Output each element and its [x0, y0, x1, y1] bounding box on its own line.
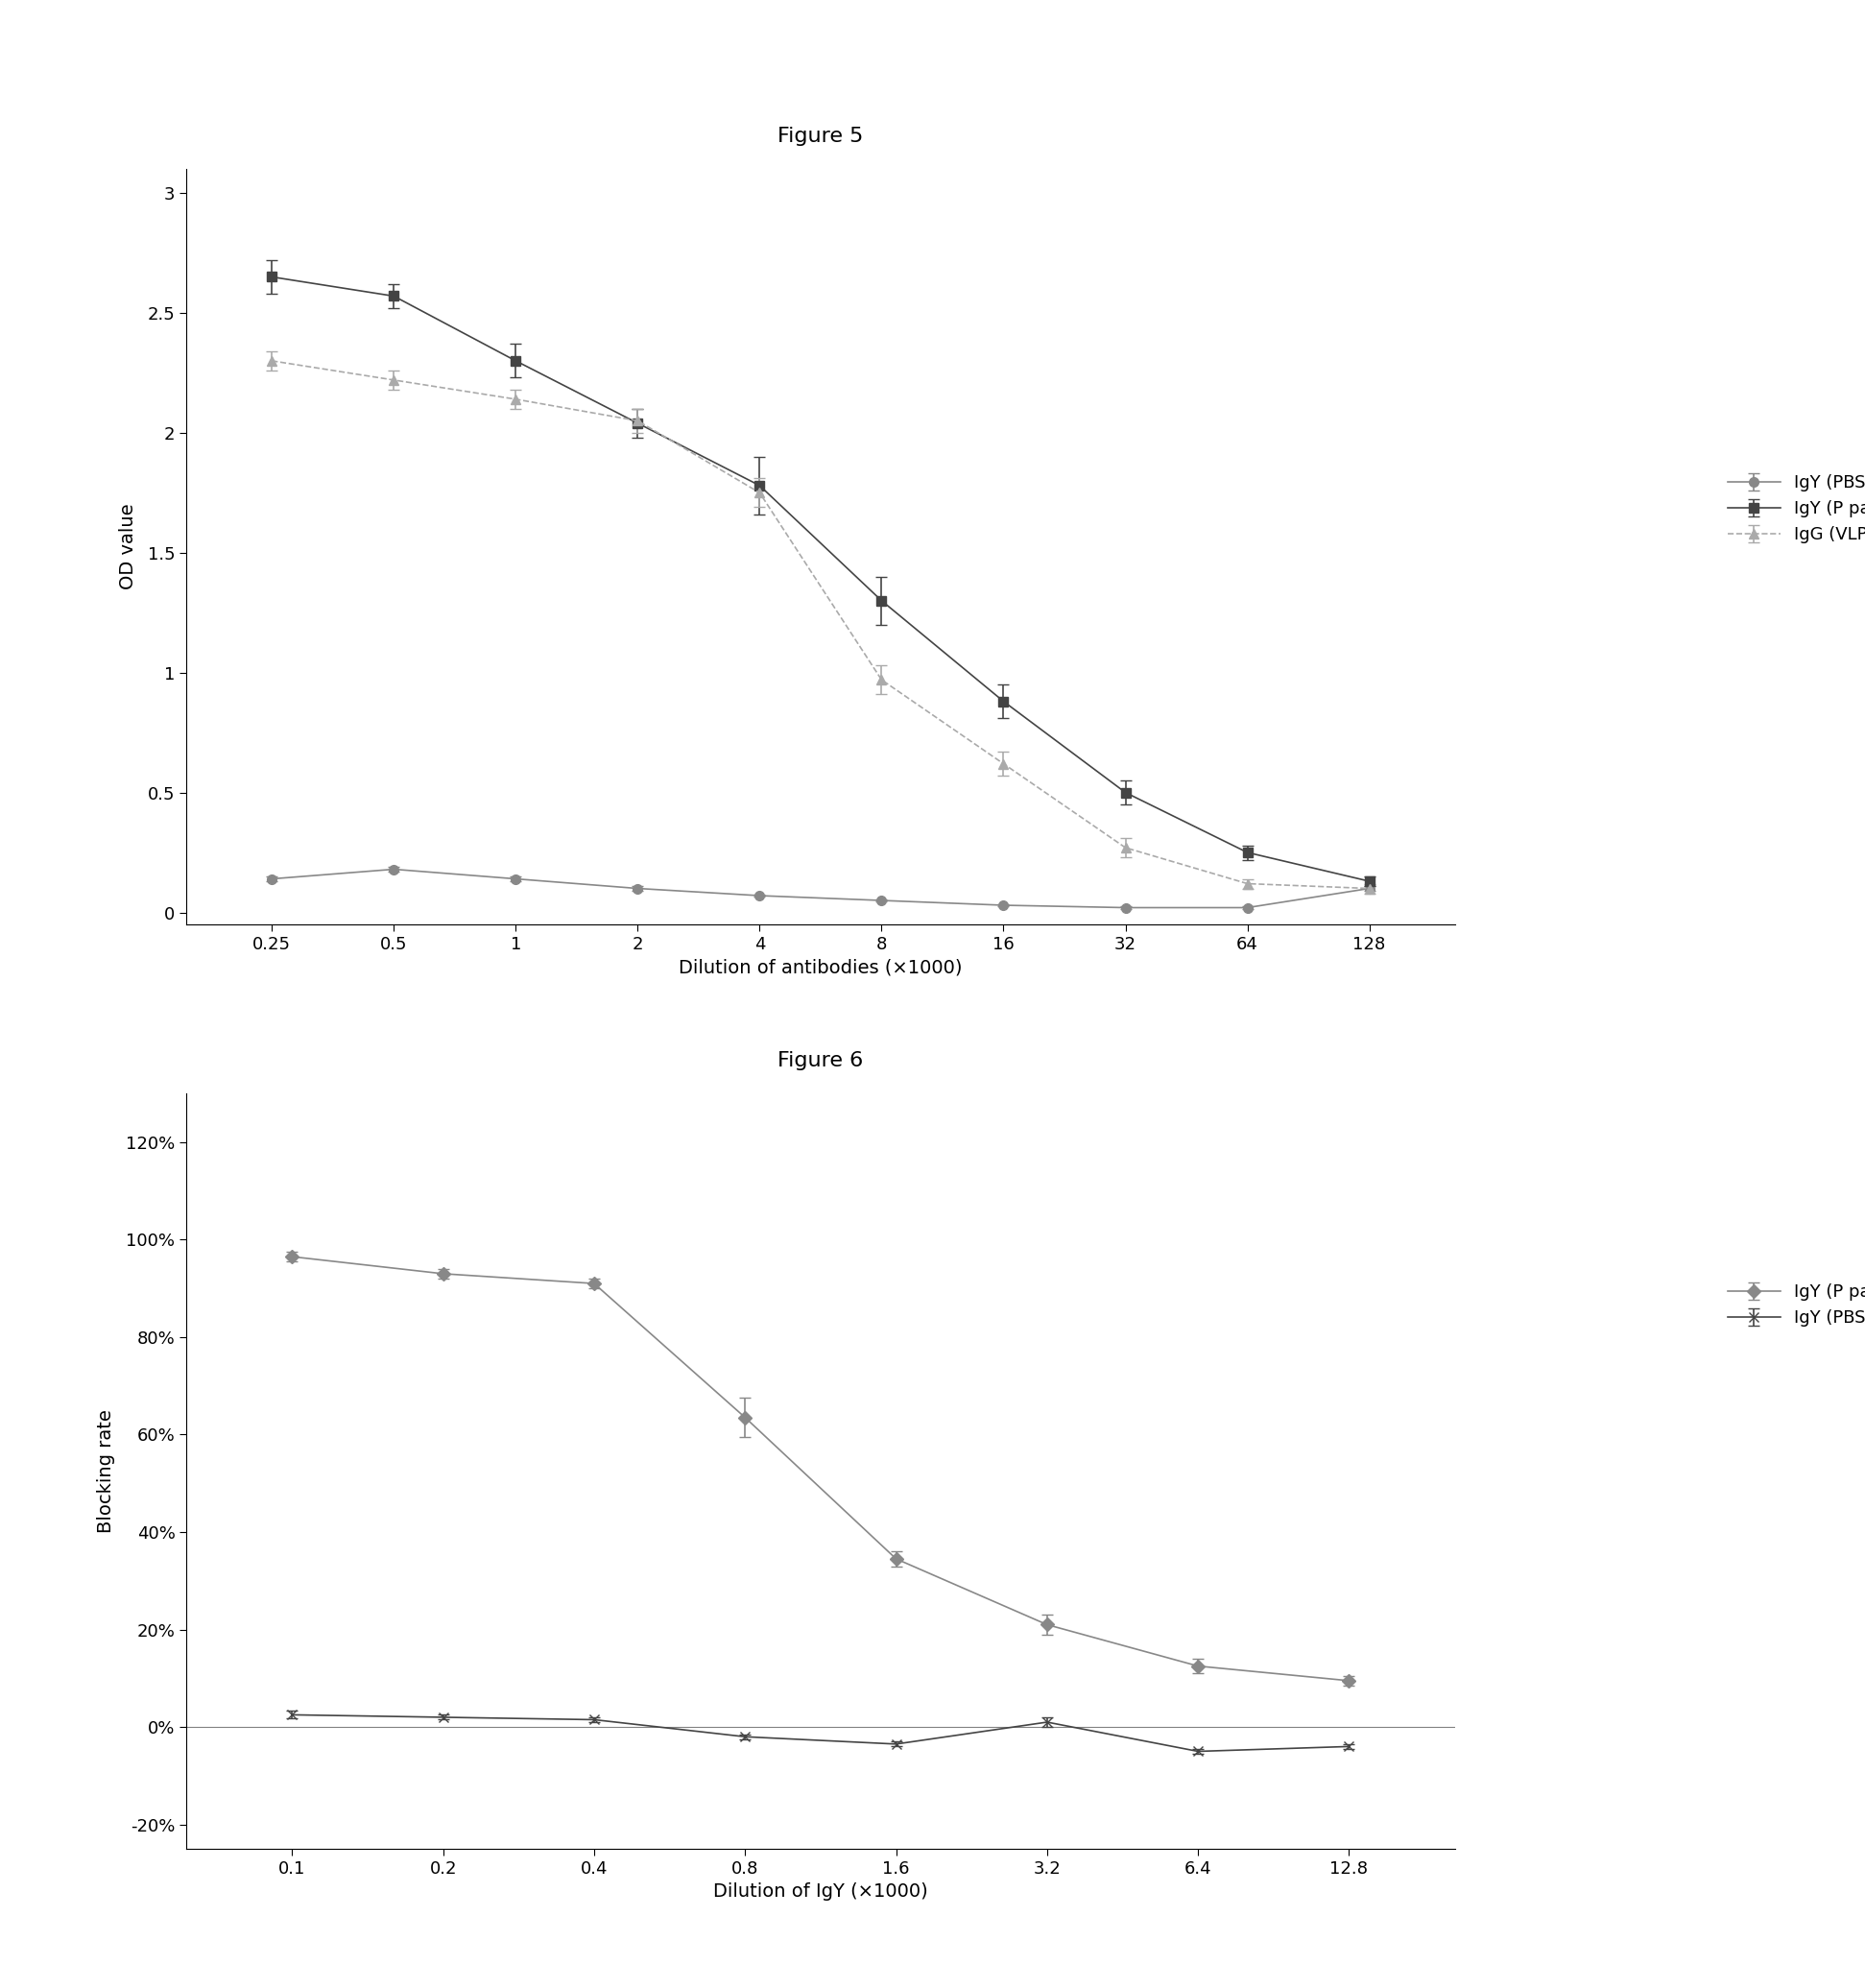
Y-axis label: Blocking rate: Blocking rate	[97, 1409, 116, 1533]
Legend: IgY (P particle), IgY (PBS): IgY (P particle), IgY (PBS)	[1721, 1276, 1865, 1334]
Title: Figure 6: Figure 6	[778, 1052, 863, 1072]
X-axis label: Dilution of IgY (×1000): Dilution of IgY (×1000)	[712, 1883, 929, 1901]
X-axis label: Dilution of antibodies (×1000): Dilution of antibodies (×1000)	[679, 958, 962, 976]
Legend: IgY (PBS), IgY (P particle), IgG (VLP): IgY (PBS), IgY (P particle), IgG (VLP)	[1721, 467, 1865, 551]
Y-axis label: OD value: OD value	[119, 503, 136, 590]
Title: Figure 5: Figure 5	[778, 127, 863, 147]
